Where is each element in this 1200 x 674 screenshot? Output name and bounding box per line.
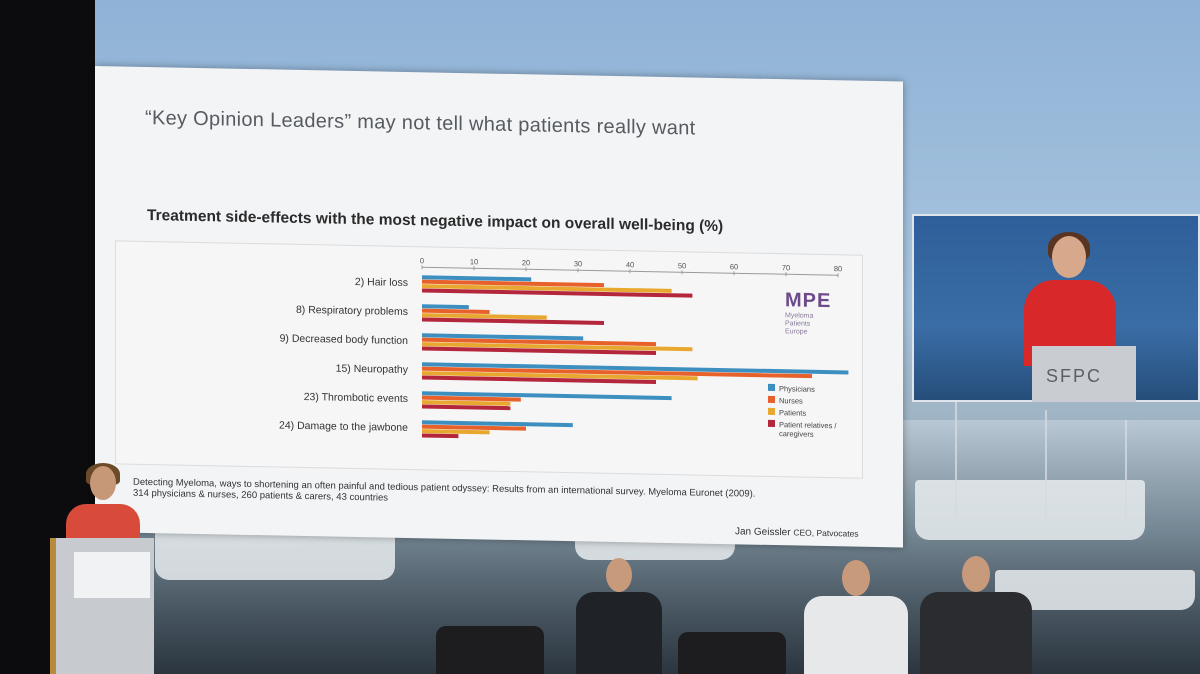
panelist-body <box>804 596 908 674</box>
bar <box>422 337 656 347</box>
legend-label: caregivers <box>779 429 814 439</box>
bar <box>422 424 526 431</box>
bar <box>422 395 521 402</box>
presentation-slide: “Key Opinion Leaders” may not tell what … <box>95 66 903 548</box>
x-tick-label: 30 <box>574 259 582 268</box>
mast <box>955 400 957 520</box>
bar <box>422 304 469 310</box>
legend-label: Nurses <box>779 396 803 405</box>
mast <box>1045 410 1047 520</box>
bar <box>422 362 849 375</box>
bar <box>422 279 604 288</box>
bar <box>422 404 511 411</box>
panelist-head <box>962 556 990 592</box>
lectern-screen <box>74 552 150 598</box>
speaker-video-inset: SFPC <box>912 214 1200 402</box>
chart-title: Treatment side-effects with the most neg… <box>147 206 724 236</box>
bar <box>422 420 573 428</box>
x-tick-label: 70 <box>782 263 790 272</box>
bar <box>422 288 693 298</box>
category-label: 24) Damage to the jawbone <box>279 420 408 434</box>
inset-podium <box>1032 346 1136 402</box>
bar-chart: 0 10 20 30 40 50 60 70 80 2) Hair loss 8) Respirat… <box>279 256 849 439</box>
logo-subtext: Myeloma Patients Europe <box>785 312 855 337</box>
bar <box>422 375 656 384</box>
category-label: 23) Thrombotic events <box>304 391 408 405</box>
source-citation: Detecting Myeloma, ways to shortening an… <box>133 477 833 512</box>
bar <box>422 333 584 341</box>
legend-swatch <box>768 407 775 416</box>
chair <box>678 632 786 674</box>
bar <box>422 391 672 401</box>
slide-headline: “Key Opinion Leaders” may not tell what … <box>145 106 696 140</box>
category-label: 15) Neuropathy <box>336 363 409 376</box>
bar <box>422 433 459 439</box>
chair <box>436 626 544 674</box>
bar <box>422 308 490 314</box>
myeloma-patients-europe-logo: MPE Myeloma Patients Europe <box>785 289 855 337</box>
bar <box>422 313 547 320</box>
x-tick-label: 60 <box>730 262 738 271</box>
category-label: 8) Respiratory problems <box>296 304 408 318</box>
panelist-head <box>606 558 632 592</box>
panelist <box>576 558 662 674</box>
x-tick-label: 10 <box>470 257 478 266</box>
speaker-at-podium <box>66 463 140 546</box>
bar <box>422 400 511 406</box>
bar <box>422 284 672 293</box>
x-tick-label: 0 <box>420 256 424 265</box>
mast <box>1125 420 1127 520</box>
podium-sign: SFPC <box>1046 366 1103 386</box>
author-name: Jan Geissler <box>735 526 791 539</box>
legend-label: Patient relatives / <box>779 420 837 430</box>
speaker-head <box>1052 236 1086 278</box>
panelist-head <box>842 560 870 596</box>
logo-line: Europe <box>785 328 808 336</box>
legend-label: Patients <box>779 408 806 418</box>
bar <box>422 317 604 325</box>
bar <box>422 429 490 435</box>
bar <box>422 346 656 355</box>
chart-area: 0 10 20 30 40 50 60 70 80 2) Hair loss 8) Respirat… <box>115 240 863 479</box>
legend-swatch <box>768 419 775 428</box>
x-tick-label: 40 <box>626 260 634 269</box>
bar <box>422 371 698 381</box>
boat <box>155 530 395 580</box>
x-tick-label: 80 <box>834 264 842 273</box>
category-label: 2) Hair loss <box>355 276 408 289</box>
speaker-head <box>90 466 116 500</box>
lectern <box>50 538 154 674</box>
legend-swatch <box>768 383 775 392</box>
legend-swatch <box>768 395 775 404</box>
author-org: CEO, Patvocates <box>793 527 859 539</box>
panelist-body <box>576 592 662 674</box>
bar <box>422 275 532 282</box>
boat <box>915 480 1145 540</box>
x-tick-label: 50 <box>678 261 686 270</box>
logo-mark: MPE <box>785 289 832 313</box>
panelist <box>920 556 1032 674</box>
legend-label: Physicians <box>779 384 815 394</box>
bar <box>422 366 812 379</box>
x-tick-label: 20 <box>522 258 530 267</box>
slide-author: Jan Geissler CEO, Patvocates <box>735 526 859 539</box>
category-label: 9) Decreased body function <box>280 333 409 347</box>
panelist <box>804 560 908 674</box>
panelist-body <box>920 592 1032 674</box>
bar <box>422 342 693 352</box>
